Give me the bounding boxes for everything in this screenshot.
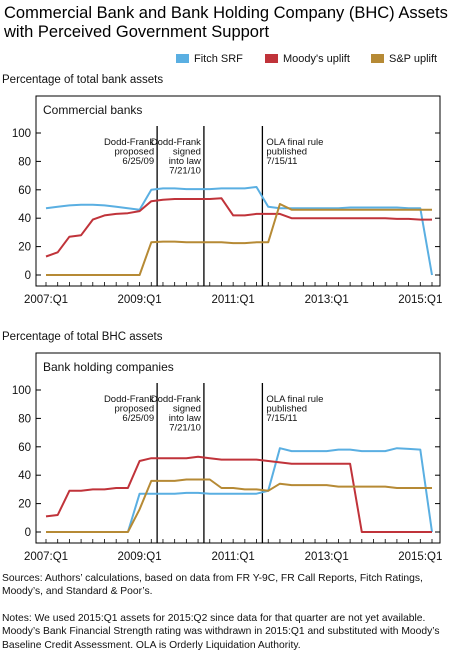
event-annotation: signed — [173, 404, 201, 415]
series-line-s-p-uplift — [46, 478, 432, 533]
event-annotation: OLA final rule — [266, 394, 323, 405]
x-tick-label: 2013:Q1 — [305, 551, 349, 563]
series-line-moody-s-uplift — [45, 197, 432, 258]
event-annotation: 6/25/09 — [122, 156, 154, 167]
event-annotation: Dodd-Frank — [104, 394, 154, 405]
event-annotation: 7/15/11 — [266, 156, 297, 167]
legend-label-sp: S&P uplift — [389, 53, 438, 65]
x-tick-label: 2009:Q1 — [118, 551, 162, 563]
y-tick-label: 100 — [12, 385, 31, 397]
plot-frame — [35, 352, 441, 544]
event-annotation: 6/25/09 — [122, 413, 154, 424]
x-tick-label: 2015:Q1 — [398, 294, 442, 306]
bottom-chart-ylabel: Percentage of total BHC assets — [2, 331, 163, 343]
y-tick-label: 40 — [18, 470, 31, 482]
legend-label-fitch: Fitch SRF — [194, 53, 243, 65]
y-tick-label: 40 — [18, 213, 31, 225]
event-annotation: 7/15/11 — [266, 413, 297, 424]
legend-item-sp: S&P uplift — [371, 52, 437, 66]
plot-frame — [35, 95, 441, 287]
panel-label: Commercial banks — [43, 103, 142, 117]
event-annotation: published — [266, 147, 307, 158]
legend-swatch-sp — [371, 54, 384, 63]
event-annotation: proposed — [114, 147, 154, 158]
x-tick-label: 2007:Q1 — [24, 294, 68, 306]
event-annotation: Dodd-Frank — [104, 137, 154, 148]
event-annotation: signed — [173, 147, 201, 158]
event-annotation: OLA final rule — [266, 137, 323, 148]
sources-note: Sources: Authors’ calculations, based on… — [2, 573, 423, 598]
legend-label-moodys: Moody's uplift — [283, 53, 350, 65]
y-tick-label: 0 — [25, 527, 31, 539]
legend-swatch-moodys — [265, 54, 278, 63]
x-tick-label: 2015:Q1 — [398, 551, 442, 563]
bank-holding-companies-chart: Bank holding companies 0 20 40 60 80 100 2007:Q… — [12, 352, 442, 563]
event-annotation: published — [266, 404, 307, 415]
x-tick-label: 2011:Q1 — [212, 294, 255, 306]
panel-label: Bank holding companies — [43, 360, 174, 374]
event-annotation: 7/21/10 — [169, 166, 201, 177]
event-annotation: into law — [169, 156, 201, 167]
series-line-fitch-srf — [45, 186, 433, 276]
event-annotation: 7/21/10 — [169, 423, 201, 434]
series-line-s-p-uplift — [46, 203, 432, 276]
legend-item-moodys: Moody's uplift — [265, 52, 350, 66]
legend-item-fitch: Fitch SRF — [176, 52, 243, 66]
event-annotation: into law — [169, 413, 201, 424]
chart-title: Commercial Bank and Bank Holding Company… — [4, 4, 448, 41]
legend: Fitch SRF Moody's uplift S&P uplift — [0, 52, 450, 66]
notes-note: Notes: We used 2015:Q1 assets for 2015:Q… — [2, 613, 440, 651]
series-line-moody-s-uplift — [45, 455, 432, 533]
event-annotation: Dodd-Frank — [151, 394, 201, 405]
y-tick-label: 80 — [18, 413, 31, 425]
top-chart-ylabel: Percentage of total bank assets — [2, 74, 164, 86]
x-tick-label: 2011:Q1 — [212, 551, 255, 563]
legend-swatch-fitch — [176, 54, 189, 63]
y-tick-label: 60 — [18, 442, 31, 454]
y-tick-label: 60 — [18, 185, 31, 197]
x-tick-label: 2009:Q1 — [118, 294, 162, 306]
commercial-banks-chart: Commercial banks 0 20 40 60 80 100 2007:Q1 2009:… — [12, 95, 442, 306]
y-tick-label: 80 — [18, 156, 31, 168]
y-tick-label: 20 — [18, 242, 31, 254]
y-tick-label: 100 — [12, 128, 31, 140]
x-tick-label: 2013:Q1 — [305, 294, 349, 306]
event-annotation: proposed — [114, 404, 154, 415]
x-tick-label: 2007:Q1 — [24, 551, 68, 563]
y-tick-label: 20 — [18, 499, 31, 511]
event-annotation: Dodd-Frank — [151, 137, 201, 148]
y-tick-label: 0 — [25, 270, 31, 282]
